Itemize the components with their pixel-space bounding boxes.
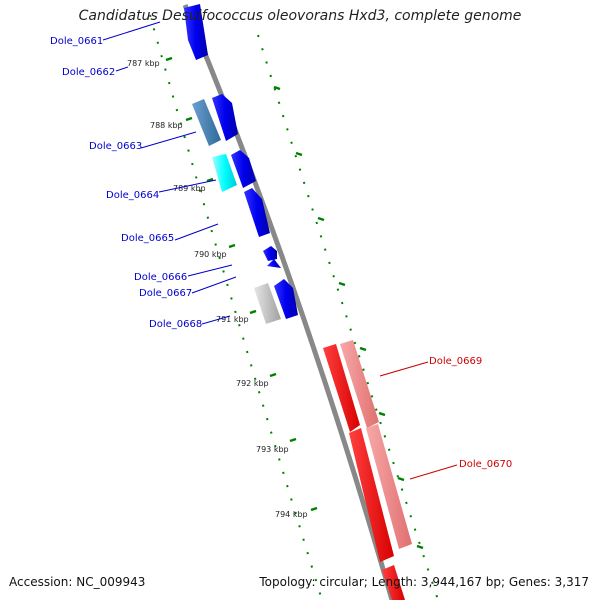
genome-summary-text: Topology: circular; Length: 3,944,167 bp… — [259, 575, 589, 589]
label-leaders — [102, 21, 458, 480]
gene-label-dole-0662[interactable]: Dole_0662 — [62, 67, 115, 78]
gene-dole-0663[interactable] — [192, 99, 221, 146]
tick-label-794: 794 kbp — [275, 510, 308, 519]
gene-dole-0668[interactable] — [254, 283, 281, 324]
gene-dole-0667[interactable] — [267, 259, 281, 268]
gene-dole-0669b[interactable] — [340, 340, 379, 428]
backbone-line — [182, 4, 395, 601]
gene-dole-0664b[interactable] — [231, 150, 256, 188]
gene-dole-0664[interactable] — [212, 154, 237, 192]
gene-dole-0666[interactable] — [263, 246, 277, 261]
gene-dole-0662[interactable] — [212, 94, 238, 141]
page-title: Candidatus Desulfococcus oleovorans Hxd3… — [78, 8, 522, 24]
gene-dole-0670[interactable] — [349, 428, 394, 562]
tick-label-787: 787 kbp — [127, 59, 160, 68]
tick-label-790: 790 kbp — [194, 250, 227, 259]
gene-label-dole-0670[interactable]: Dole_0670 — [459, 459, 512, 470]
gene-dole-0661[interactable] — [184, 4, 208, 60]
gene-label-dole-0661[interactable]: Dole_0661 — [50, 36, 103, 47]
gene-label-dole-0666[interactable]: Dole_0666 — [134, 272, 187, 283]
gene-label-dole-0665[interactable]: Dole_0665 — [121, 233, 174, 244]
gene-dole-0665[interactable] — [244, 188, 270, 237]
accession-text: Accession: NC_009943 — [9, 575, 146, 589]
gene-dole-0668b[interactable] — [274, 279, 298, 319]
gene-label-dole-0663[interactable]: Dole_0663 — [89, 141, 142, 152]
tick-label-788: 788 kbp — [150, 121, 183, 130]
tick-label-792: 792 kbp — [236, 379, 269, 388]
gene-label-dole-0668[interactable]: Dole_0668 — [149, 319, 202, 330]
gene-label-dole-0664[interactable]: Dole_0664 — [106, 190, 159, 201]
tick-ring-outer — [257, 34, 439, 601]
gene-dole-0669[interactable] — [323, 344, 360, 432]
gene-label-dole-0669[interactable]: Dole_0669 — [429, 356, 482, 367]
major-ticks — [165, 56, 318, 512]
tick-label-789: 789 kbp — [173, 184, 206, 193]
gene-dole-0670b[interactable] — [366, 424, 412, 549]
tick-label-791: 791 kbp — [216, 315, 249, 324]
outer-dashes — [273, 85, 424, 550]
gene-label-dole-0667[interactable]: Dole_0667 — [139, 288, 192, 299]
gene-dole-0670c[interactable] — [382, 565, 405, 600]
tick-label-793: 793 kbp — [256, 445, 289, 454]
